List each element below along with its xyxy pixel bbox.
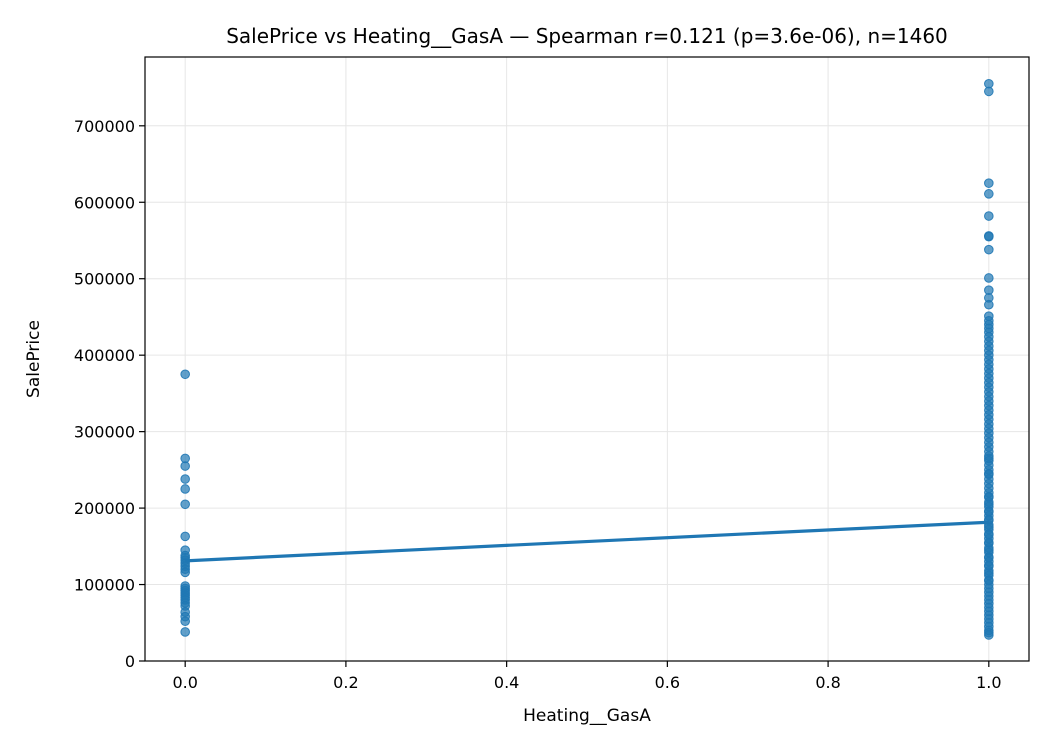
y-tick-label: 300000 <box>74 423 135 442</box>
data-point <box>984 507 994 517</box>
x-tick-label: 0.2 <box>333 673 358 692</box>
y-tick-label: 600000 <box>74 193 135 212</box>
y-tick-label: 100000 <box>74 576 135 595</box>
data-point <box>984 178 994 188</box>
data-point <box>180 369 190 380</box>
data-point <box>984 244 994 255</box>
trend-line-group <box>185 520 989 563</box>
data-point <box>984 86 994 97</box>
data-point <box>984 468 994 479</box>
data-point <box>180 474 190 484</box>
data-point <box>984 189 994 199</box>
y-tick-label: 0 <box>125 652 135 671</box>
data-point <box>180 461 190 471</box>
y-tick-label: 400000 <box>74 346 135 365</box>
x-tick-label: 1.0 <box>976 673 1001 692</box>
data-point <box>984 273 994 283</box>
y-tick-label: 700000 <box>74 117 135 136</box>
x-axis: 0.0 0.2 0.4 0.6 0.8 1.0 <box>172 661 1002 692</box>
grid-lines <box>145 57 1029 662</box>
trend-line <box>185 520 989 563</box>
data-point <box>984 491 994 502</box>
data-point <box>984 575 994 586</box>
x-tick-label: 0.6 <box>655 673 680 692</box>
x-tick-label: 0.0 <box>172 673 197 692</box>
data-point <box>984 630 994 640</box>
data-point <box>180 616 190 627</box>
data-point <box>984 299 994 310</box>
y-tick-label: 200000 <box>74 499 135 518</box>
x-tick-label: 0.8 <box>815 673 840 692</box>
x-axis-label: Heating__GasA <box>523 706 651 726</box>
y-axis-label: SalePrice <box>24 320 44 398</box>
y-axis: 0 100000 200000 300000 400000 500000 600000 700… <box>74 117 145 671</box>
y-tick-label: 500000 <box>74 270 135 289</box>
data-points <box>180 78 994 640</box>
x-tick-label: 0.4 <box>494 673 519 692</box>
data-point <box>984 453 994 464</box>
data-point <box>180 499 190 510</box>
chart-title: SalePrice vs Heating__GasA — Spearman r=… <box>226 24 948 48</box>
data-point <box>984 231 994 242</box>
data-point <box>180 567 190 578</box>
data-point <box>180 484 190 494</box>
data-point <box>180 531 190 542</box>
data-point <box>180 627 190 637</box>
data-point <box>984 211 994 221</box>
plot-frame <box>144 56 1030 662</box>
